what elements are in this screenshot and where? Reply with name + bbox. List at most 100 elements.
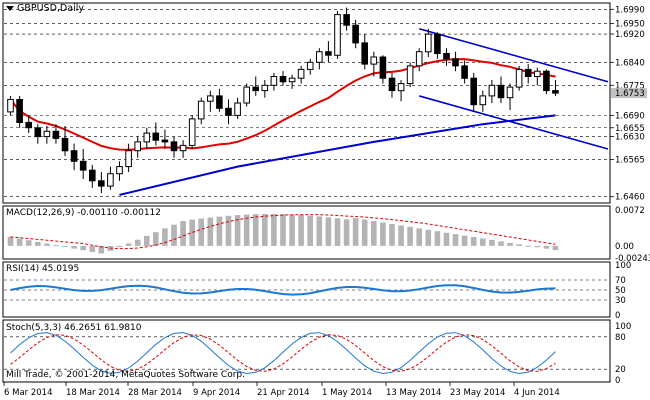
macd-histogram-bar [343,219,350,246]
bear-candle [552,90,559,94]
time-tick-label: 4 Jun 2014 [514,388,560,398]
time-tick-label: 1 May 2014 [322,388,372,398]
macd-label: MACD(12,26,9) -0.00110 -0.00112 [6,208,162,218]
bear-candle [470,77,477,106]
macd-histogram-bar [416,228,422,246]
macd-scale-label: 0.0072 [615,206,645,216]
copyright-text: Mill Trade, © 2001-2014, MetaQuotes Soft… [6,370,245,380]
bear-candle [98,180,105,187]
bull-candle [288,77,296,83]
rsi-panel-frame[interactable] [2,261,611,318]
bear-candle [34,127,42,138]
macd-histogram-bar [7,236,14,246]
bear-candle [16,99,23,123]
macd-histogram-bar [498,241,504,246]
macd-histogram-bar [461,235,468,246]
dropdown-triangle-icon[interactable] [6,6,14,11]
bull-candle [43,130,51,138]
macd-histogram-bar [507,242,513,246]
macd-histogram-bar [525,245,531,247]
macd-histogram-bar [262,214,268,246]
price-panel-frame[interactable] [2,2,611,204]
macd-scale-label: 0.00 [615,242,634,252]
trendlines [419,27,609,150]
time-tick-label: 13 May 2014 [386,388,441,398]
bear-candle [524,68,532,78]
price-tick-label: 1.6460 [615,193,645,203]
bear-candle [161,139,169,143]
bear-candle [25,121,32,129]
bull-candle [261,84,269,92]
bear-candle [388,77,396,92]
time-tick-label: 23 May 2014 [450,388,505,398]
macd-histogram-bar [534,245,541,248]
bull-candle [116,166,123,175]
bull-candle [125,150,132,168]
macd-histogram-bar [216,216,223,246]
macd-histogram-bar [252,214,259,246]
macd-histogram-bar [552,245,559,251]
macd-histogram-bar [125,243,132,246]
rsi-scale-label: 0 [615,311,620,321]
macd-histogram-bar [153,232,159,246]
macd-histogram-bar [307,215,313,246]
bear-candle [170,141,178,152]
macd-histogram-bar [144,235,150,246]
bear-candle [325,51,332,56]
stoch-main-line [10,332,556,375]
bull-candle [197,100,205,120]
time-tick-label: 6 Mar 2014 [4,388,52,398]
time-axis: 6 Mar 2014 18 Mar 2014 28 Mar 2014 9 Apr 20… [3,382,560,398]
bull-candle [107,173,114,187]
bull-candle [515,68,523,88]
macd-histogram-bar [271,214,277,246]
stoch-signal-line [10,334,556,372]
bull-candle [488,84,496,97]
bull-candle [179,144,187,152]
macd-histogram-bar [352,218,359,246]
price-tick-label: 1.6840 [615,58,645,68]
bear-candle [89,169,96,182]
macd-histogram-bar [16,238,23,246]
bull-candle [207,95,214,102]
macd-histogram-bar [371,221,377,246]
macd-histogram-bar [162,228,168,246]
bear-candle [52,130,60,139]
macd-histogram-bar [489,239,495,246]
lower-trendline [419,95,609,150]
macd-histogram-bar [189,219,195,246]
bull-candle [506,86,514,99]
symbol-title[interactable]: GBPUSD,Daily [6,3,84,14]
macd-histogram-bar [134,239,141,246]
bear-candle [352,24,359,44]
macd-histogram-bar [243,214,250,246]
bull-candle [397,83,405,92]
macd-histogram-bar [480,238,486,246]
macd-histogram-bar [116,245,123,248]
bear-candle [379,56,387,79]
bear-candle [225,107,232,116]
price-grid [4,9,609,197]
macd-signal-line [10,214,556,250]
rsi-scale-label: 100 [615,261,631,271]
price-tick-label: 1.6950 [615,19,645,29]
price-tick-label: 1.6920 [615,30,645,40]
macd-histogram-bar [89,245,96,252]
ma-fast-line [9,58,556,151]
macd-histogram-bar [470,237,477,246]
bull-candle [143,132,151,143]
bear-candle [434,33,441,54]
price-tick-label: 1.6655 [615,124,645,134]
bull-candle [297,68,305,79]
symbol-title-text: GBPUSD,Daily [17,3,84,14]
bear-candle [216,95,223,109]
macd-histogram-bar [425,229,432,246]
macd-histogram-bar [543,245,550,249]
time-tick-label: 21 Apr 2014 [257,388,310,398]
macd-histogram-bar [316,216,323,246]
price-tick-label: 1.6630 [615,133,645,143]
bear-candle [79,160,87,171]
macd-histogram-bar [25,240,32,246]
